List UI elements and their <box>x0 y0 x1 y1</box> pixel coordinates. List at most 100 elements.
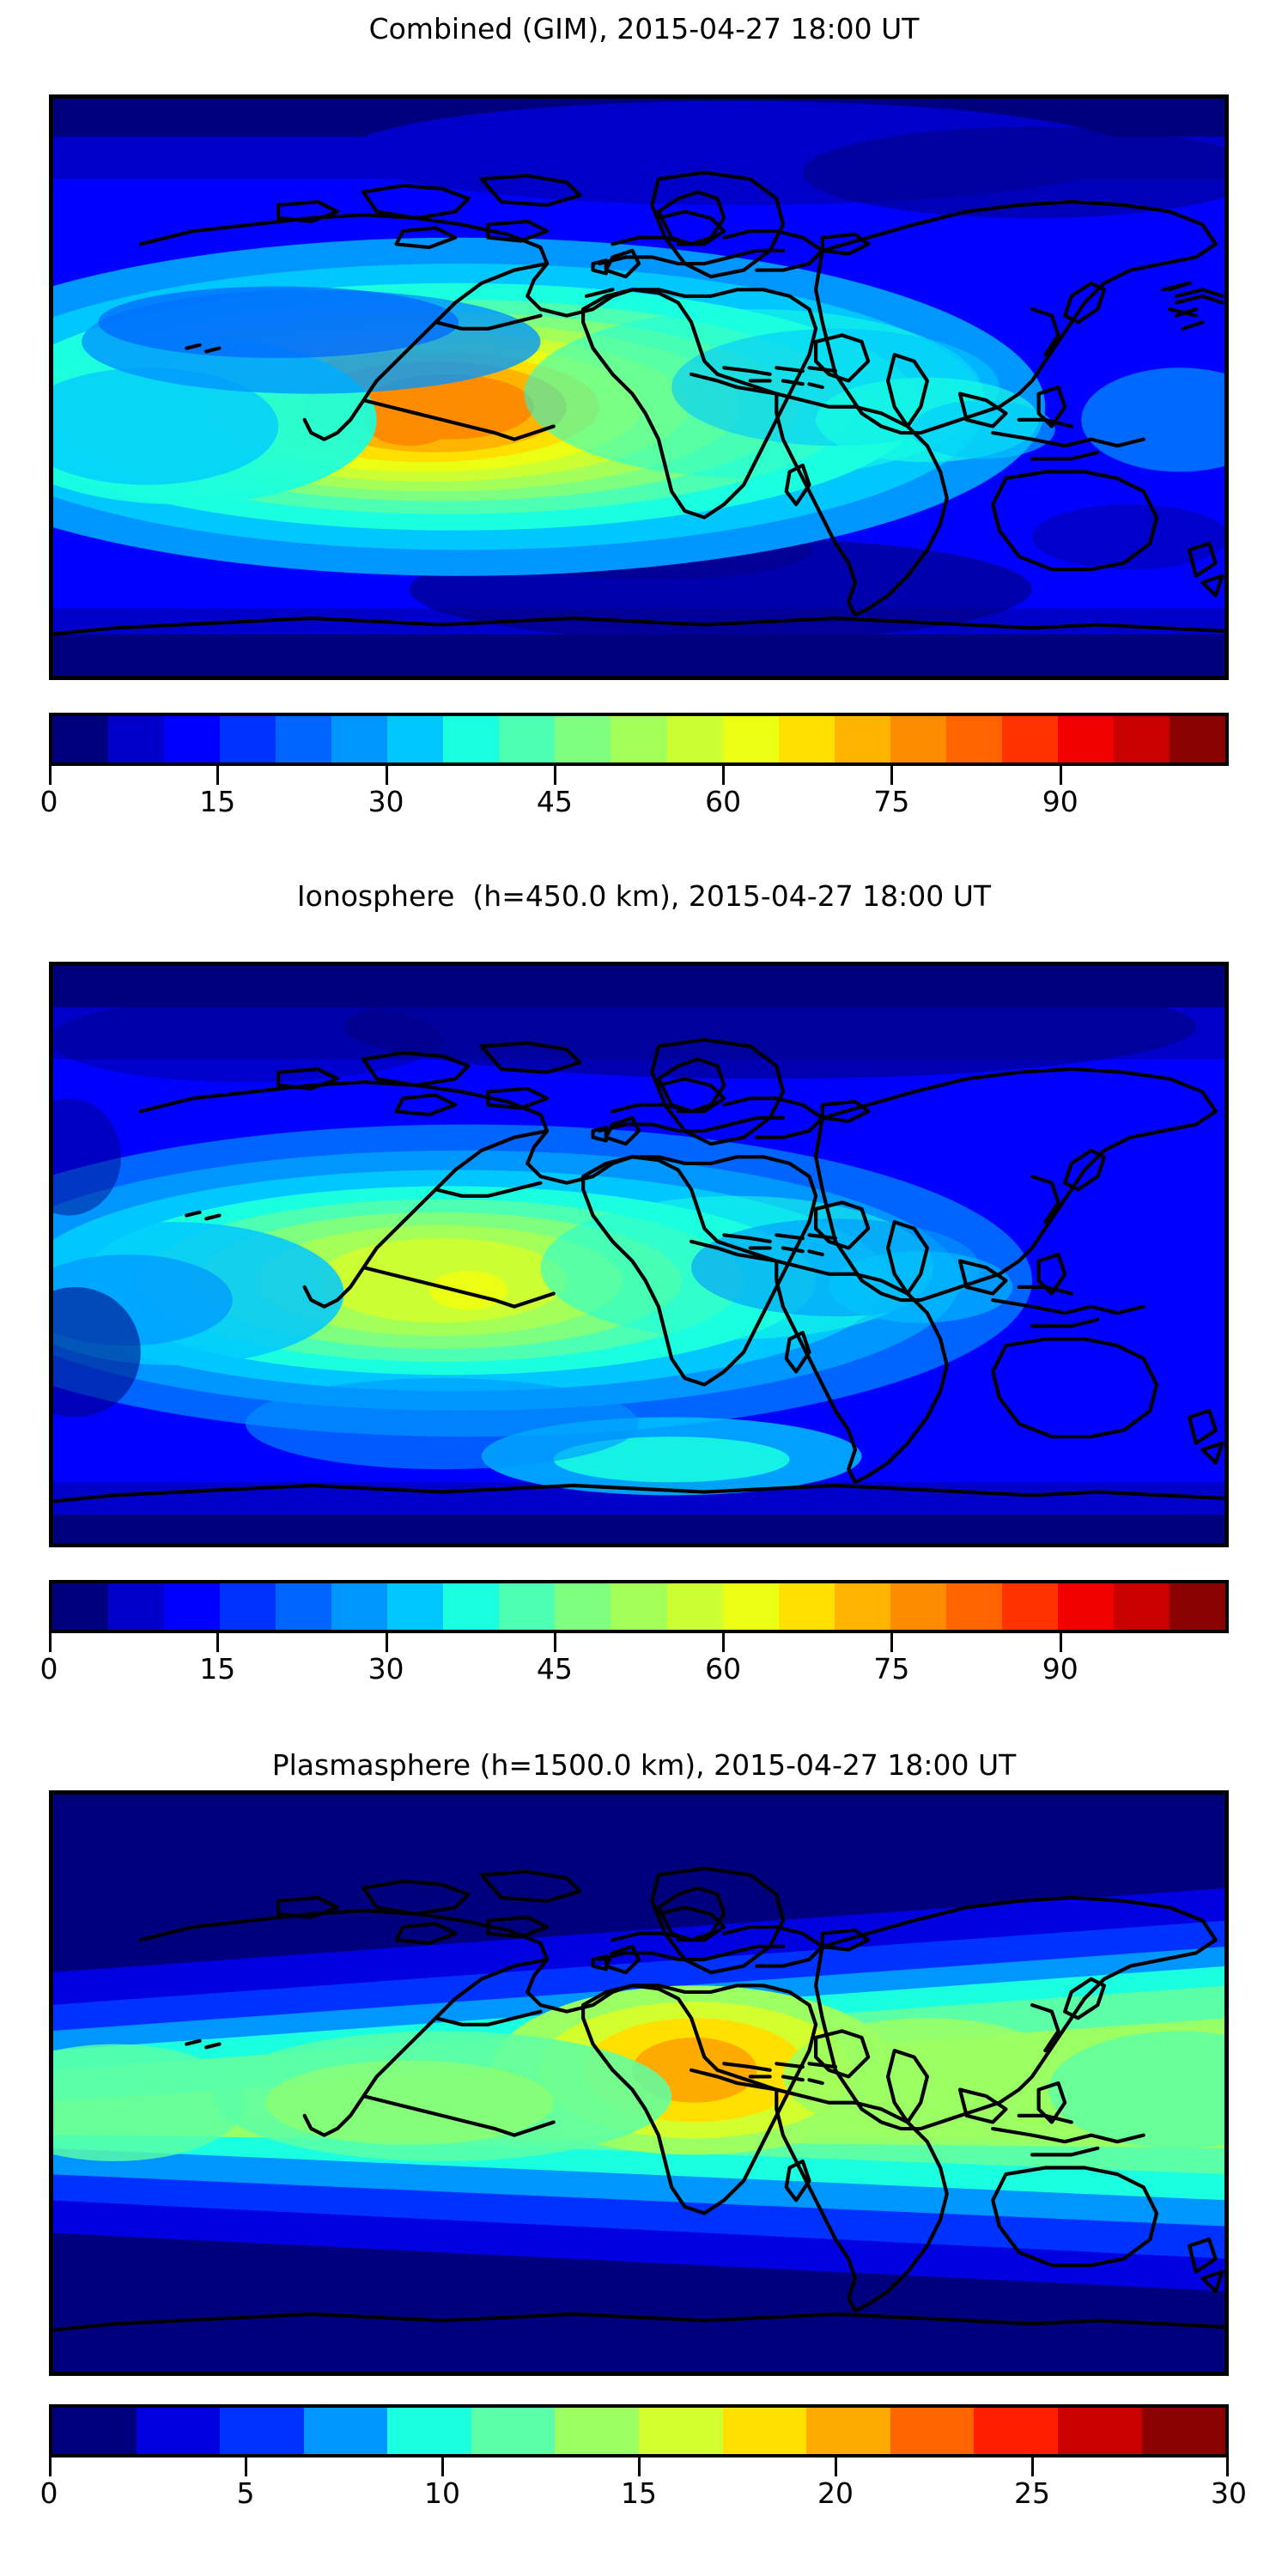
colorbar-tick-label: 0 <box>39 2476 58 2510</box>
colorbar-labels-plasmasphere: 0 5 10 15 20 25 30 <box>40 2476 1248 2514</box>
colorbar-band <box>331 716 388 762</box>
colorbar-band <box>52 2408 137 2454</box>
colorbar-tick <box>722 766 726 785</box>
colorbar-band <box>974 2408 1058 2454</box>
colorbar-band <box>108 716 165 762</box>
colorbar-band <box>666 716 723 762</box>
colorbar-tick <box>835 2458 837 2476</box>
colorbar-band <box>778 1583 835 1630</box>
map-ionosphere <box>49 962 1229 1547</box>
panel-title-ionosphere: Ionosphere (h=450.0 km), 2015-04-27 18:0… <box>296 879 992 913</box>
colorbar-tick-label: 15 <box>621 2476 657 2510</box>
colorbar-tick <box>553 766 556 785</box>
colorbar-ionosphere: 0 15 30 45 60 75 90 <box>40 1580 1229 1692</box>
colorbar-band <box>1169 1583 1225 1630</box>
colorbar-tick-label: 20 <box>817 2476 854 2510</box>
colorbar-band <box>52 1583 109 1630</box>
colorbar-tick <box>1031 2458 1034 2476</box>
panel-plasmasphere: Plasmasphere (h=1500.0 km), 2015-04-27 1… <box>0 1748 1288 1782</box>
colorbar-tick-label: 60 <box>705 785 742 818</box>
colorbar-band <box>387 2408 471 2454</box>
colorbar-band <box>164 716 221 762</box>
colorbar-plasmasphere: 0 5 10 15 20 25 30 <box>40 2404 1248 2516</box>
colorbar-tick <box>385 766 388 785</box>
colorbar-band <box>303 2408 388 2454</box>
panel-combined-gim: Combined (GIM), 2015-04-27 18:00 UT <box>0 12 1288 46</box>
colorbar-tick-label: 60 <box>705 1652 742 1686</box>
colorbar-band <box>666 1583 723 1630</box>
colorbar-ticks-ionosphere <box>49 1633 1229 1652</box>
colorbar-band <box>806 2408 890 2454</box>
colorbar-band <box>443 1583 500 1630</box>
colorbar-tick <box>638 2458 641 2476</box>
map-frame-combined <box>49 94 1229 680</box>
colorbar-band <box>639 2408 723 2454</box>
colorbar-ticks-combined <box>49 766 1229 785</box>
panel-title-combined: Combined (GIM), 2015-04-27 18:00 UT <box>368 12 920 46</box>
colorbar-band <box>136 2408 221 2454</box>
map-plasmasphere <box>49 1790 1229 2376</box>
colorbar-tick <box>553 1633 556 1652</box>
colorbar-tick-label: 25 <box>1014 2476 1050 2510</box>
colorbar-band <box>555 2408 640 2454</box>
colorbar-band <box>276 716 332 762</box>
colorbar-band <box>890 2408 975 2454</box>
panel-ionosphere: Ionosphere (h=450.0 km), 2015-04-27 18:0… <box>0 879 1288 913</box>
colorbar-tick-label: 75 <box>873 1652 910 1686</box>
colorbar-labels-combined: 0 15 30 45 60 75 90 <box>40 785 1229 823</box>
colorbar-band <box>555 1583 611 1630</box>
colorbar-tick <box>49 2458 52 2476</box>
colorbar-band <box>108 1583 165 1630</box>
colorbar-band <box>722 2408 807 2454</box>
colorbar-tick <box>1059 1633 1062 1652</box>
colorbar-tick <box>216 1633 220 1652</box>
map-frame-plasmasphere <box>49 1790 1229 2376</box>
colorbar-band <box>834 716 890 762</box>
colorbar-band <box>1141 2408 1226 2454</box>
colorbar-band <box>220 716 276 762</box>
colorbar-band <box>52 716 109 762</box>
colorbar-band <box>1001 716 1058 762</box>
colorbar-tick-label: 0 <box>39 785 58 818</box>
colorbar-tick <box>49 1633 52 1652</box>
colorbar-tick-label: 30 <box>1211 2476 1247 2510</box>
map-svg-combined <box>49 94 1229 680</box>
colorbar-band <box>1057 1583 1114 1630</box>
colorbar-band <box>1001 1583 1058 1630</box>
colorbar-band <box>1057 2408 1142 2454</box>
colorbar-band <box>890 1583 946 1630</box>
colorbar-band <box>834 1583 890 1630</box>
panel-title-plasmasphere: Plasmasphere (h=1500.0 km), 2015-04-27 1… <box>271 1748 1017 1782</box>
map-svg-ionosphere <box>49 962 1229 1547</box>
colorbar-tick-label: 75 <box>873 785 910 818</box>
colorbar-band <box>1113 716 1170 762</box>
colorbar-band <box>220 2408 304 2454</box>
colorbar-tick <box>1226 2458 1229 2476</box>
colorbar-ticks-plasmasphere <box>49 2458 1229 2476</box>
colorbar-band <box>387 716 444 762</box>
colorbar-combined: 0 15 30 45 60 75 90 <box>40 713 1229 824</box>
colorbar-tick <box>49 766 52 785</box>
colorbar-tick-label: 10 <box>424 2476 460 2510</box>
colorbar-tick <box>385 1633 388 1652</box>
colorbar-tick-label: 90 <box>1042 1652 1078 1686</box>
colorbar-band <box>1057 716 1114 762</box>
colorbar-tick-label: 30 <box>368 1652 404 1686</box>
colorbar-tick <box>245 2458 247 2476</box>
colorbar-tick-label: 0 <box>39 1652 58 1686</box>
colorbar-band <box>1169 716 1225 762</box>
colorbar-labels-ionosphere: 0 15 30 45 60 75 90 <box>40 1652 1229 1690</box>
colorbar-band <box>722 1583 779 1630</box>
map-combined-gim <box>49 94 1229 680</box>
colorbar-tick <box>216 766 220 785</box>
colorbar-tick-label: 90 <box>1042 785 1078 818</box>
colorbar-band <box>471 2408 556 2454</box>
colorbar-band <box>387 1583 444 1630</box>
colorbar-tick <box>441 2458 444 2476</box>
map-frame-ionosphere <box>49 962 1229 1547</box>
colorbar-band <box>890 716 946 762</box>
colorbar-tick <box>890 1633 894 1652</box>
colorbar-band <box>499 716 556 762</box>
colorbar-band <box>164 1583 221 1630</box>
